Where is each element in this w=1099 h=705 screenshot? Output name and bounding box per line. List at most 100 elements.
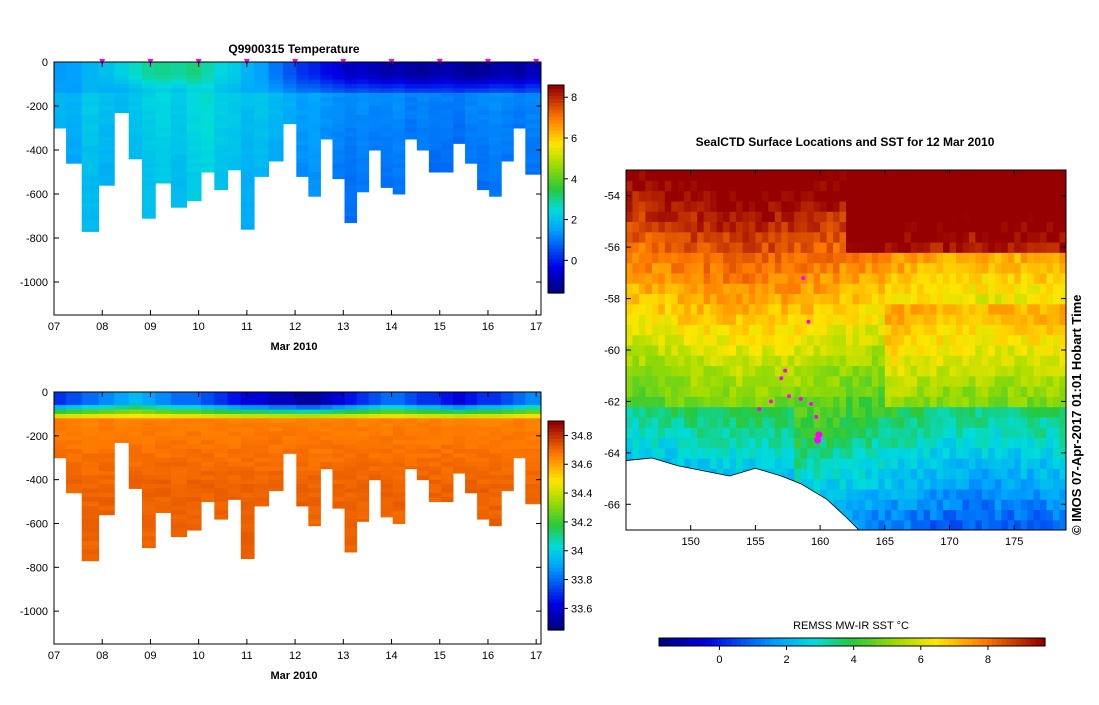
sst-cell [800, 221, 808, 233]
sst-cell [677, 272, 685, 284]
salinity-cell [81, 514, 100, 520]
sst-cell [781, 416, 789, 428]
sst-cell [813, 211, 821, 223]
salinity-cell [344, 505, 358, 511]
salinity-cell [525, 462, 541, 468]
salinity-cell [227, 497, 242, 500]
sst-cell [923, 242, 931, 253]
sst-cell [891, 283, 899, 295]
sst-cell [865, 406, 873, 418]
sst-cell [716, 314, 724, 325]
temperature-colorbar-swatch [548, 254, 564, 259]
sst-cell [917, 314, 925, 325]
salinity-cell [344, 413, 358, 419]
sst-cell [949, 509, 957, 521]
temperature-cell [416, 84, 430, 89]
sst-cell [677, 427, 685, 439]
sst-cell [774, 324, 782, 336]
sst-cell [1007, 427, 1015, 439]
temperature-cell [227, 128, 242, 133]
sst-cell [1053, 458, 1061, 469]
sst-cell [981, 509, 989, 521]
x-tick-label: 14 [385, 321, 397, 333]
sst-cell [975, 293, 983, 305]
sst-cell [1001, 252, 1009, 264]
sst-cell [658, 303, 666, 315]
salinity-cell [320, 405, 333, 411]
sst-cell [891, 200, 899, 212]
temperature-cell [513, 70, 526, 76]
salinity-cell [440, 418, 454, 424]
sst-cell [878, 314, 886, 325]
salinity-cell [186, 440, 202, 446]
sst-cell [968, 458, 977, 469]
salinity-colorbar-swatch [548, 560, 564, 565]
sst-cell [1046, 509, 1054, 521]
sst-cell [943, 447, 951, 459]
salinity-colorbar-swatch [548, 452, 564, 457]
salinity-cell [128, 462, 143, 468]
sst-cell [878, 478, 886, 490]
sst-cell [981, 416, 989, 428]
sst-cell [690, 262, 698, 274]
salinity-cell [465, 435, 478, 441]
land-polygon [626, 457, 860, 530]
temperature-cell [332, 62, 346, 67]
salinity-cell [227, 488, 242, 494]
temperature-cell [501, 132, 514, 138]
sst-cell [936, 293, 944, 305]
sst-cell [1001, 170, 1009, 181]
sst-cell [994, 509, 1002, 521]
sst-cell [1046, 334, 1054, 346]
sst-cell [761, 252, 769, 264]
temperature-chart-title: Q9900315 Temperature [228, 42, 360, 56]
sst-cell [820, 334, 828, 346]
temperature-colorbar-tick-label: 8 [571, 92, 577, 104]
sst-cell [917, 272, 925, 284]
salinity-cell [227, 466, 242, 472]
sst-cell [748, 293, 757, 305]
sst-cell [807, 303, 815, 315]
sst-cell [904, 365, 912, 377]
sst-cell [677, 283, 685, 295]
sst-cell [968, 231, 977, 243]
sst-cell [703, 324, 711, 336]
temperature-cell [128, 114, 143, 120]
sst-cell [800, 447, 808, 459]
sst-cell [981, 365, 989, 377]
sst-cell [794, 355, 802, 367]
salinity-cell [66, 392, 83, 397]
sst-cell [975, 406, 983, 418]
sst-cell [1046, 499, 1054, 511]
sst-cell [703, 447, 711, 459]
temperature-cell [201, 163, 215, 169]
salinity-cell [308, 484, 321, 489]
temperature-cell [344, 150, 358, 155]
sst-cell [865, 427, 873, 439]
salinity-cells [54, 392, 541, 562]
temperature-cell [525, 136, 541, 142]
sst-cell [910, 488, 918, 500]
salinity-cell [240, 549, 255, 555]
sst-cell [833, 293, 841, 305]
sst-cell [638, 211, 647, 223]
salinity-cell [332, 396, 346, 402]
sst-cell [677, 231, 685, 243]
salinity-cell [332, 400, 346, 406]
sst-cell [865, 478, 873, 490]
sst-cell [645, 365, 653, 377]
sst-cell [949, 396, 957, 408]
sst-cell [956, 386, 964, 397]
sst-cell [813, 386, 821, 397]
salinity-cell [489, 510, 502, 516]
temperature-section-chart: Q9900315 Temperature 07 08 09 10 11 12 13 14 15 1… [20, 42, 577, 353]
sst-cell [981, 272, 989, 284]
temperature-cell [525, 123, 541, 129]
sst-cell [820, 447, 828, 459]
sst-cell [1020, 252, 1028, 264]
temperature-cell [308, 119, 321, 125]
sst-cell [651, 293, 659, 305]
sst-cell [632, 427, 640, 439]
salinity-cell [356, 440, 370, 446]
sst-cell [807, 365, 815, 377]
